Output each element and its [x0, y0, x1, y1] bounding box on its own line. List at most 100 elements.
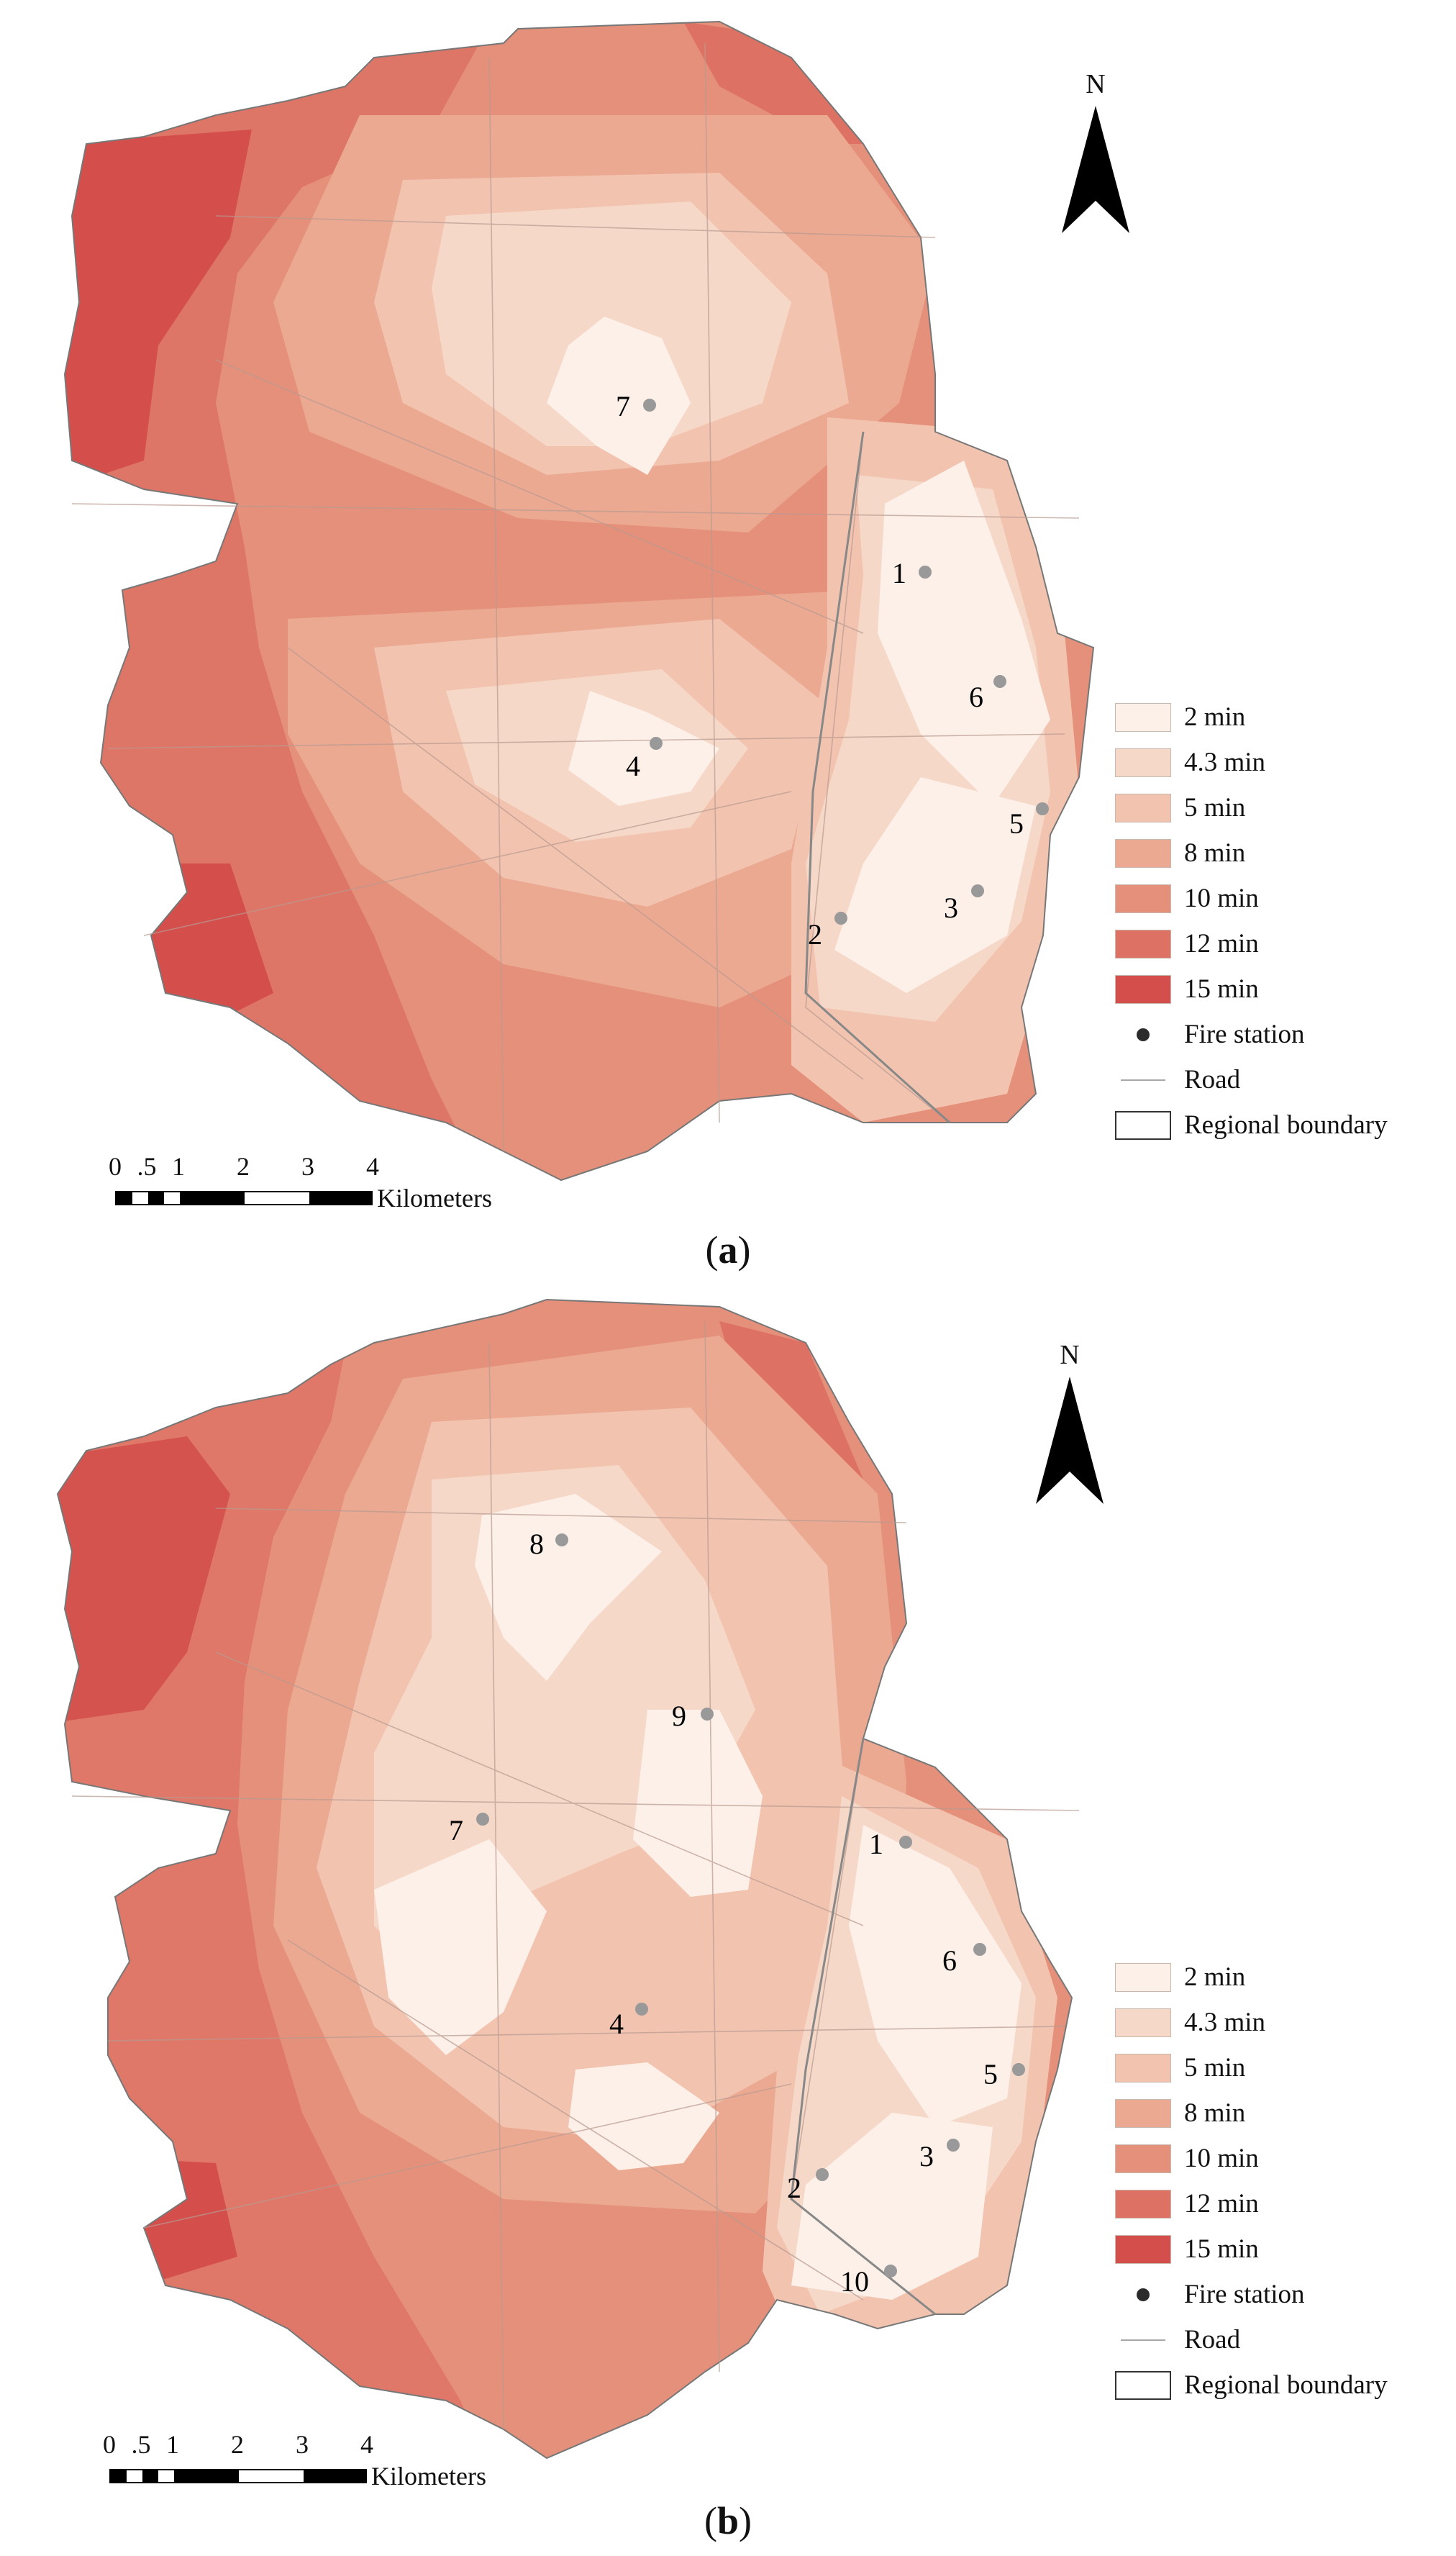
north-label: N	[1086, 69, 1106, 99]
fire-station-marker	[919, 566, 932, 579]
legend-label: Road	[1184, 2325, 1241, 2355]
legend-label: 5 min	[1184, 793, 1246, 822]
scale-tick: 4	[366, 1152, 379, 1181]
legend-label: 2 min	[1184, 1962, 1246, 1992]
legend-swatch	[1115, 2234, 1171, 2264]
legend-item: 15 min	[1115, 2226, 1388, 2272]
scale-tick-labels: 0 .5 1 2 3 4	[103, 2429, 376, 2461]
legend-item: Road	[1115, 1057, 1388, 1102]
legend-b: 2 min 4.3 min 5 min 8 min 10 min 12 min …	[1115, 1954, 1388, 2408]
scale-tick: 0	[103, 2430, 116, 2459]
legend-item: 10 min	[1115, 2136, 1388, 2181]
fire-station-label: 8	[529, 1528, 544, 1560]
scale-tick: 3	[301, 1152, 314, 1181]
scale-tick: .5	[137, 1152, 157, 1181]
scale-tick: 3	[296, 2430, 309, 2459]
legend-label: 5 min	[1184, 2053, 1246, 2083]
fire-station-marker	[635, 2003, 648, 2016]
fire-station-marker	[947, 2139, 960, 2152]
legend-swatch	[1115, 2008, 1171, 2037]
fire-station-marker	[555, 1533, 568, 1546]
north-label: N	[1060, 1340, 1080, 1370]
scale-tick-labels: 0 .5 1 2 3 4	[109, 1151, 381, 1183]
legend-label: 10 min	[1184, 2144, 1259, 2173]
legend-item: 4.3 min	[1115, 740, 1388, 785]
fire-station-label: 7	[449, 1814, 463, 1846]
fire-station-icon	[1115, 2288, 1171, 2301]
legend-item: 4.3 min	[1115, 2000, 1388, 2045]
legend-label: Regional boundary	[1184, 2370, 1388, 2400]
legend-swatch	[1115, 793, 1171, 822]
scale-tick: .5	[131, 2430, 151, 2459]
scale-tick: 4	[360, 2430, 373, 2459]
legend-item: 10 min	[1115, 876, 1388, 921]
fire-station-label: 2	[787, 2172, 801, 2204]
scale-tick: 1	[166, 2430, 179, 2459]
legend-label: 4.3 min	[1184, 748, 1266, 777]
fire-station-label: 1	[869, 1828, 883, 1860]
fire-station-marker	[650, 737, 663, 750]
fire-station-label: 5	[983, 2058, 998, 2090]
legend-label: 12 min	[1184, 929, 1259, 958]
fire-station-label: 6	[942, 1944, 957, 1977]
fire-station-label: 10	[840, 2265, 869, 2298]
regional-boundary-b	[56, 1298, 1073, 2460]
legend-item: Regional boundary	[1115, 2362, 1388, 2408]
legend-label: 15 min	[1184, 974, 1259, 1004]
map-panel-a: 7 1 6 4 5 3 2 N 2 min 4.3 min 5 min 8 mi…	[63, 20, 1388, 1272]
scale-unit-label: Kilometers	[371, 2462, 486, 2491]
north-arrow-icon	[1062, 106, 1129, 233]
fire-station-marker	[701, 1708, 714, 1721]
legend-label: 8 min	[1184, 838, 1246, 868]
main-road-a	[804, 431, 951, 1124]
boundary-box-icon	[1115, 2370, 1171, 2400]
fire-station-label: 2	[808, 918, 822, 951]
scale-bar-a: 0 .5 1 2 3 4 Kilometers	[109, 1151, 492, 1213]
fire-station-label: 7	[616, 390, 630, 422]
fire-station-marker	[973, 1943, 986, 1956]
scale-tick: 2	[237, 1152, 250, 1181]
legend-label: 2 min	[1184, 702, 1246, 732]
fire-station-marker	[899, 1836, 912, 1849]
legend-a: 2 min 4.3 min 5 min 8 min 10 min 12 min …	[1115, 694, 1388, 1148]
legend-swatch	[1115, 1962, 1171, 1992]
fire-stations-b: 8 9 7 1 6 4 5 3 2 10	[449, 1528, 1025, 2298]
legend-item: Fire station	[1115, 2272, 1388, 2317]
caption-letter: a	[718, 1228, 738, 1272]
legend-label: 4.3 min	[1184, 2008, 1266, 2037]
fire-station-label: 5	[1009, 807, 1024, 840]
legend-swatch	[1115, 838, 1171, 868]
scale-bar-graphic	[115, 1191, 373, 1205]
legend-item: 8 min	[1115, 830, 1388, 876]
main-road-b	[790, 1738, 936, 2316]
fire-station-marker	[1036, 802, 1049, 815]
legend-item: 2 min	[1115, 1954, 1388, 2000]
legend-label: Regional boundary	[1184, 1110, 1388, 1140]
legend-item: 12 min	[1115, 2181, 1388, 2226]
road-line-icon	[1115, 1079, 1171, 1081]
north-arrow-icon	[1036, 1377, 1104, 1504]
fire-station-marker	[971, 884, 984, 897]
legend-label: 8 min	[1184, 2098, 1246, 2128]
scale-unit-label: Kilometers	[377, 1184, 492, 1213]
legend-item: 12 min	[1115, 921, 1388, 966]
fire-station-marker	[816, 2168, 829, 2181]
legend-label: Fire station	[1184, 1020, 1305, 1049]
legend-label: 15 min	[1184, 2234, 1259, 2264]
fire-station-label: 4	[609, 2008, 624, 2040]
legend-swatch	[1115, 2098, 1171, 2128]
legend-item: 8 min	[1115, 2090, 1388, 2136]
fire-station-marker	[1012, 2063, 1025, 2076]
panel-caption-a: (a)	[705, 1228, 751, 1272]
fire-station-label: 1	[892, 557, 906, 589]
legend-swatch	[1115, 929, 1171, 958]
legend-item: Regional boundary	[1115, 1102, 1388, 1148]
legend-label: 10 min	[1184, 884, 1259, 913]
map-b-canvas: 8 9 7 1 6 4 5 3 2 10	[56, 1298, 1080, 2460]
map-a-canvas: 7 1 6 4 5 3 2	[63, 20, 1095, 1182]
legend-item: 2 min	[1115, 694, 1388, 740]
caption-letter: b	[716, 2499, 740, 2542]
legend-swatch	[1115, 2189, 1171, 2219]
legend-swatch	[1115, 974, 1171, 1004]
scale-tick: 1	[172, 1152, 185, 1181]
